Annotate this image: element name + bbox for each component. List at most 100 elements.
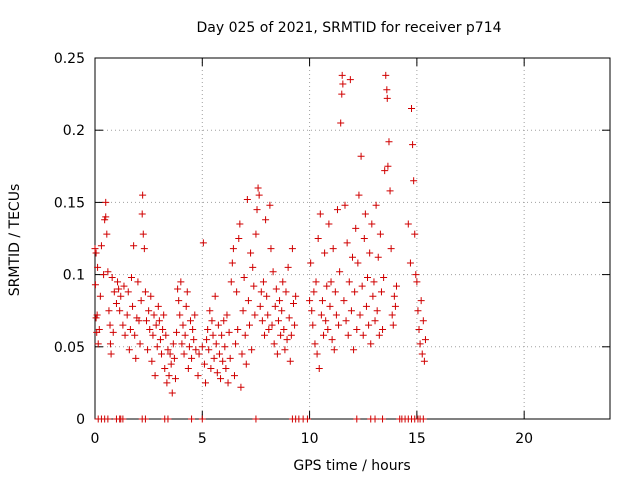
data-point xyxy=(383,86,391,94)
plot-frame xyxy=(94,57,611,420)
axis-ticks: 0 0.05 0.1 0.15 0.2 0.25 0 5 10 15 20 xyxy=(54,51,610,447)
data-point xyxy=(274,317,282,325)
data-point xyxy=(323,282,331,290)
data-point xyxy=(234,325,242,333)
data-point xyxy=(371,317,379,325)
data-point xyxy=(182,302,190,310)
data-point xyxy=(189,325,197,333)
data-point xyxy=(208,317,216,325)
data-point xyxy=(165,372,173,380)
data-point xyxy=(329,245,337,253)
data-point xyxy=(108,273,116,281)
data-point xyxy=(154,302,162,310)
y-tick-label: 0.25 xyxy=(54,51,85,67)
data-point xyxy=(112,299,120,307)
data-point xyxy=(178,340,186,348)
data-point xyxy=(185,343,193,351)
data-point xyxy=(335,321,343,329)
data-point xyxy=(288,245,296,253)
data-point xyxy=(230,372,238,380)
data-point xyxy=(280,325,288,333)
data-point xyxy=(127,273,135,281)
data-point xyxy=(369,292,377,300)
data-point xyxy=(102,213,110,221)
data-point xyxy=(282,288,290,296)
data-point xyxy=(177,278,185,286)
data-point xyxy=(276,297,284,305)
data-point xyxy=(136,340,144,348)
data-point xyxy=(213,369,221,377)
data-point xyxy=(320,331,328,339)
data-point xyxy=(109,328,117,336)
data-point xyxy=(100,271,108,279)
data-point xyxy=(408,105,416,113)
data-point xyxy=(91,281,99,289)
data-point xyxy=(267,245,275,253)
data-point xyxy=(291,321,299,329)
data-point xyxy=(222,364,230,372)
data-point xyxy=(114,278,122,286)
data-points xyxy=(91,71,429,423)
data-point xyxy=(252,230,260,238)
data-point xyxy=(101,216,109,224)
data-point xyxy=(96,292,104,300)
data-point xyxy=(248,346,256,354)
grid-lines xyxy=(95,58,610,419)
data-point xyxy=(386,187,394,195)
data-point xyxy=(354,259,362,267)
data-point xyxy=(171,375,179,383)
data-point xyxy=(219,357,227,365)
data-point xyxy=(160,311,168,319)
data-point xyxy=(258,317,266,325)
data-point xyxy=(225,328,233,336)
data-point xyxy=(153,343,161,351)
data-point xyxy=(379,415,387,423)
data-point xyxy=(124,288,132,296)
data-point xyxy=(148,357,156,365)
data-point xyxy=(313,350,321,358)
data-point xyxy=(163,379,171,387)
data-point xyxy=(141,415,149,423)
data-point xyxy=(238,350,246,358)
data-point xyxy=(388,311,396,319)
data-point xyxy=(333,206,341,214)
data-point xyxy=(198,343,206,351)
data-point xyxy=(229,245,237,253)
data-point xyxy=(252,415,260,423)
data-point xyxy=(322,317,330,325)
data-point xyxy=(413,278,421,286)
data-point xyxy=(134,278,142,286)
data-point xyxy=(310,288,318,296)
data-point xyxy=(343,239,351,247)
data-point xyxy=(199,239,207,247)
data-point xyxy=(306,297,314,305)
data-point xyxy=(371,415,379,423)
data-point xyxy=(264,311,272,319)
data-point xyxy=(156,336,164,344)
data-point xyxy=(309,321,317,329)
data-point xyxy=(215,350,223,358)
data-point xyxy=(289,299,297,307)
data-point xyxy=(356,311,364,319)
data-point xyxy=(97,242,105,250)
data-point xyxy=(135,317,143,325)
data-point xyxy=(166,350,174,358)
data-point xyxy=(338,71,346,79)
data-point xyxy=(312,278,320,286)
data-point xyxy=(209,331,217,339)
data-point xyxy=(240,273,248,281)
data-point xyxy=(344,331,352,339)
data-point xyxy=(387,245,395,253)
x-axis-label: GPS time / hours xyxy=(293,458,410,474)
data-point xyxy=(349,253,356,261)
data-point xyxy=(141,288,149,296)
data-point xyxy=(390,292,398,300)
data-point xyxy=(106,321,114,329)
data-point xyxy=(94,263,102,271)
data-point xyxy=(273,350,281,358)
data-point xyxy=(336,268,344,276)
data-point xyxy=(368,220,376,228)
data-point xyxy=(192,346,200,354)
data-point xyxy=(317,311,325,319)
